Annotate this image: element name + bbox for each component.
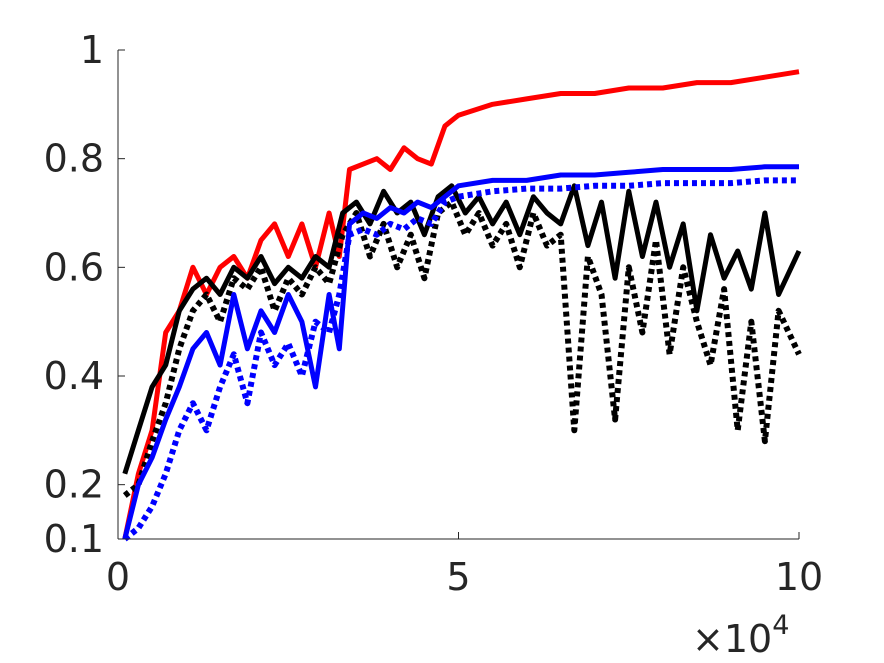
- y-tick-label: 0.2: [44, 463, 104, 507]
- y-tick-label: 1: [80, 28, 104, 72]
- y-tick-label: 0.4: [44, 354, 104, 398]
- series-line-4: [122, 164, 799, 540]
- y-tick-label: 0.8: [44, 137, 104, 181]
- x-tick-label: 10: [775, 555, 823, 599]
- tick-layer: 0.10.20.40.60.810 5 10: [44, 28, 824, 599]
- series-layer: [122, 69, 802, 542]
- y-tick-label: 0.6: [44, 245, 104, 289]
- x-exponent-label: ×104: [692, 610, 789, 661]
- series-line-3: [122, 199, 802, 498]
- x-exponent-power: 4: [772, 610, 789, 641]
- series-line-2: [122, 183, 802, 475]
- y-tick-label: 0.1: [44, 517, 104, 561]
- x-tick-label: 0: [106, 555, 130, 599]
- x-tick-label: 5: [446, 555, 470, 599]
